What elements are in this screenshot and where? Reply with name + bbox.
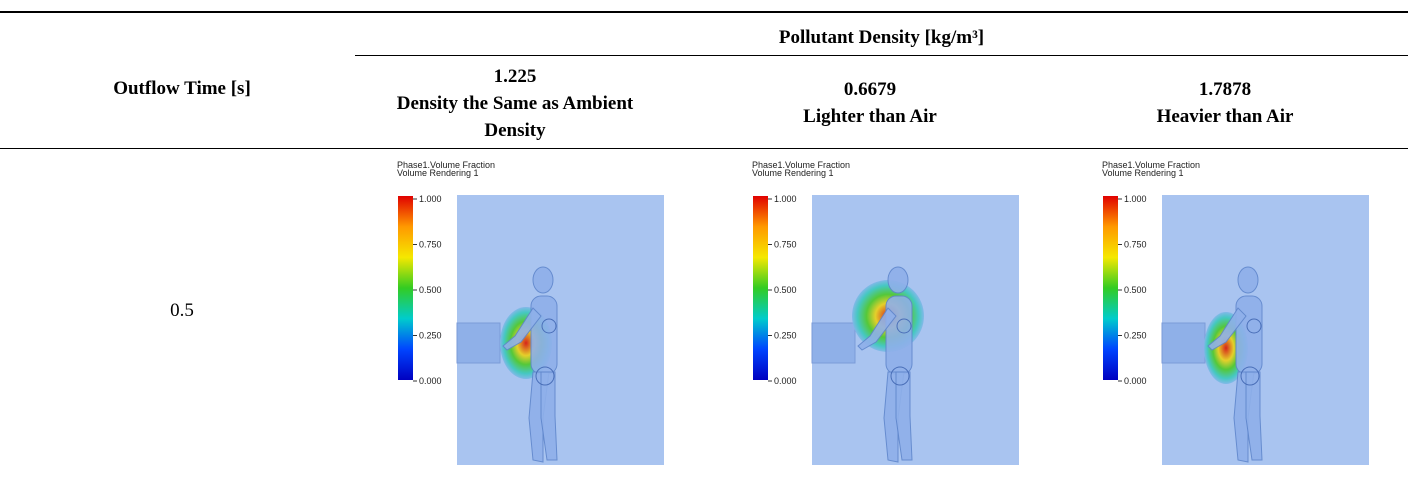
density-desc: Heavier than Air [1156,106,1294,127]
person-arm [857,307,897,351]
mid-rule [355,55,1408,56]
person-joint [890,366,910,386]
density-desc: Lighter than Air [803,106,937,127]
density-value: 1.225 [493,66,537,87]
time-header: Outflow Time [s] [113,78,251,99]
person-head [532,266,554,294]
colorbar-label: 0.750 [774,240,797,250]
person-torso [885,295,913,375]
box [1161,322,1206,364]
person-head [887,266,909,294]
colorbar-label: 1.000 [419,194,442,204]
person-joint [1246,318,1262,334]
colorbar-label: 0.750 [1124,240,1147,250]
header-rule [0,148,1408,149]
person-arm [502,307,542,351]
person-torso [530,295,558,375]
colorbar-label: 0.500 [419,285,442,295]
colorbar-label: 0.250 [1124,331,1147,341]
col-header: 1.7878 Heavier than Air [1100,76,1350,130]
top-rule [0,11,1408,13]
group-header: Pollutant Density [kg/m³] [778,27,985,48]
image-title: Phase1.Volume Fraction [397,160,495,170]
colorbar-label: 0.250 [419,331,442,341]
time-cell: 0.5 [170,300,194,321]
col-header: 0.6679 Lighter than Air [745,76,995,130]
image-subtitle: Volume Rendering 1 [1102,168,1184,178]
image-subtitle: Volume Rendering 1 [397,168,479,178]
person-joint [535,366,555,386]
person-joint [896,318,912,334]
person-arm [1207,307,1247,351]
image-subtitle: Volume Rendering 1 [752,168,834,178]
colorbar-label: 0.250 [774,331,797,341]
density-value: 0.6679 [843,79,897,100]
colorbar-label: 1.000 [774,194,797,204]
person-leg [1245,371,1263,461]
person-joint [541,318,557,334]
colorbar-label: 0.000 [1124,376,1147,386]
image-title: Phase1.Volume Fraction [752,160,850,170]
person-torso [1235,295,1263,375]
colorbar [753,196,768,380]
image-title: Phase1.Volume Fraction [1102,160,1200,170]
colorbar-label: 0.500 [1124,285,1147,295]
colorbar-label: 0.750 [419,240,442,250]
colorbar-label: 0.500 [774,285,797,295]
person-leg [895,371,913,461]
person-leg [540,371,558,461]
col-header: 1.225 Density the Same as Ambient Density [395,63,635,144]
person-joint [1240,366,1260,386]
colorbar [1103,196,1118,380]
colorbar-label: 0.000 [419,376,442,386]
colorbar-label: 1.000 [1124,194,1147,204]
person-head [1237,266,1259,294]
box [456,322,501,364]
box [811,322,856,364]
density-desc: Density the Same as Ambient Density [396,93,634,141]
density-value: 1.7878 [1198,79,1252,100]
colorbar [398,196,413,380]
colorbar-label: 0.000 [774,376,797,386]
